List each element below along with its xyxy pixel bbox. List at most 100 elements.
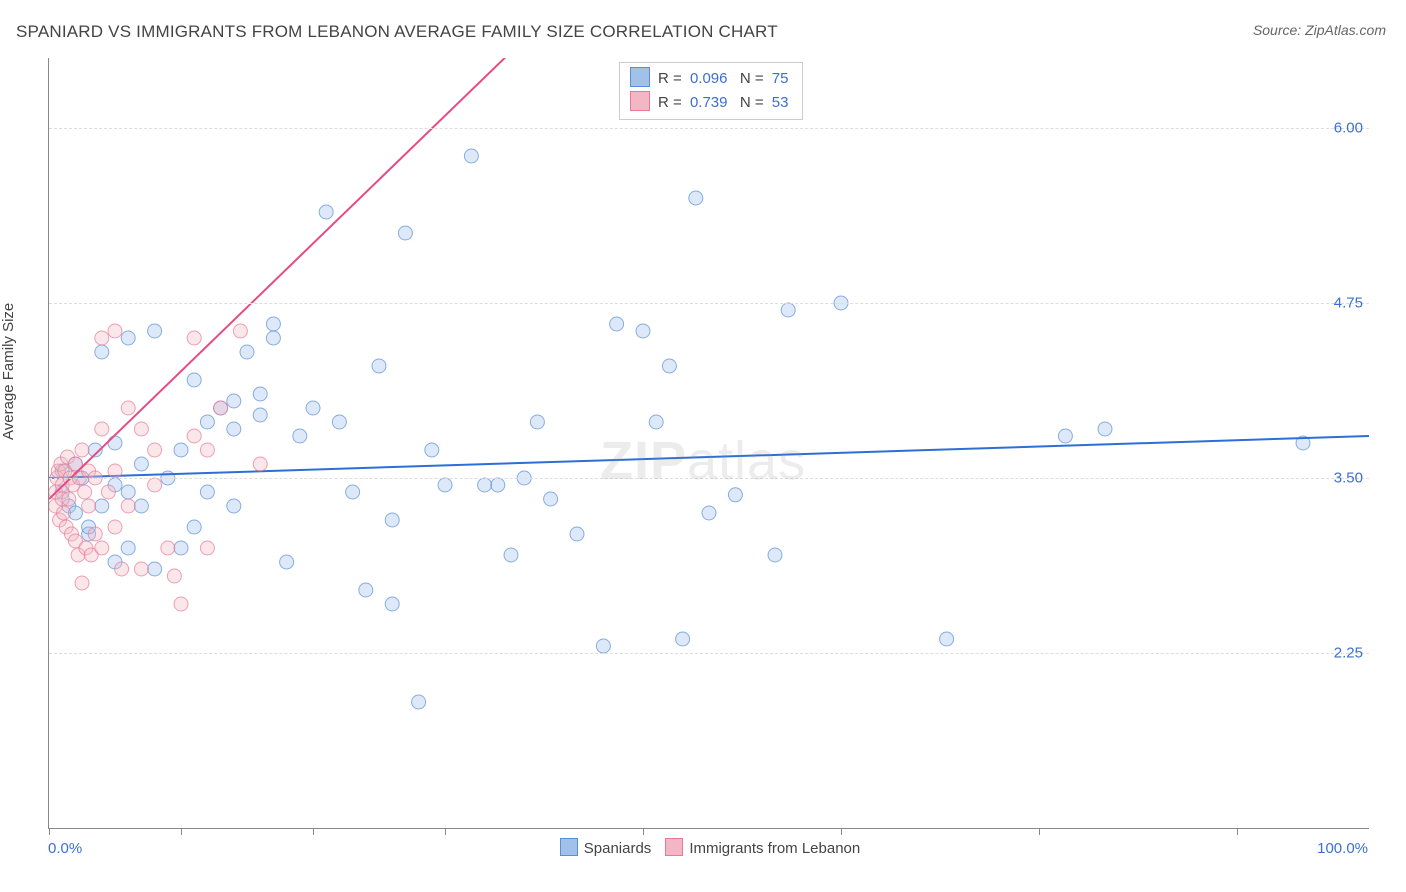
data-point (649, 415, 663, 429)
series-legend: Spaniards Immigrants from Lebanon (0, 838, 1406, 857)
legend-swatch (560, 838, 578, 856)
source-name: ZipAtlas.com (1305, 22, 1386, 38)
legend-n-value: 75 (772, 70, 789, 87)
data-point (148, 478, 162, 492)
data-point (253, 387, 267, 401)
data-point (62, 492, 76, 506)
legend-r-value: 0.739 (690, 94, 728, 111)
legend-row: R = 0.739 N = 53 (630, 91, 792, 115)
data-point (702, 506, 716, 520)
data-point (148, 443, 162, 457)
legend-n-value: 53 (772, 94, 789, 111)
data-point (200, 541, 214, 555)
chart-plot-area: R = 0.096 N = 75R = 0.739 N = 53 2.253.5… (48, 58, 1369, 829)
x-tick (181, 828, 182, 835)
data-point (227, 394, 241, 408)
data-point (134, 457, 148, 471)
x-tick (643, 828, 644, 835)
data-point (372, 359, 386, 373)
data-point (187, 331, 201, 345)
data-point (82, 499, 96, 513)
data-point (200, 443, 214, 457)
data-point (233, 324, 247, 338)
data-point (346, 485, 360, 499)
data-point (187, 373, 201, 387)
data-point (174, 443, 188, 457)
legend-n-label: N = (740, 70, 768, 87)
data-point (148, 562, 162, 576)
x-tick (49, 828, 50, 835)
source-attribution: Source: ZipAtlas.com (1253, 22, 1386, 38)
gridline (49, 653, 1369, 654)
data-point (108, 464, 122, 478)
data-point (108, 436, 122, 450)
data-point (253, 408, 267, 422)
data-point (95, 541, 109, 555)
legend-swatch (630, 67, 650, 87)
gridline (49, 303, 1369, 304)
data-point (385, 597, 399, 611)
data-point (306, 401, 320, 415)
gridline (49, 478, 1369, 479)
data-point (75, 576, 89, 590)
data-point (148, 324, 162, 338)
data-point (57, 506, 71, 520)
legend-series-label: Immigrants from Lebanon (689, 840, 860, 857)
data-point (134, 562, 148, 576)
legend-series-label: Spaniards (584, 840, 652, 857)
data-point (662, 359, 676, 373)
x-tick (445, 828, 446, 835)
data-point (940, 632, 954, 646)
data-point (214, 401, 228, 415)
data-point (95, 499, 109, 513)
y-tick-label: 3.50 (1334, 470, 1363, 487)
data-point (253, 457, 267, 471)
data-point (728, 488, 742, 502)
chart-title: SPANIARD VS IMMIGRANTS FROM LEBANON AVER… (16, 22, 778, 42)
x-tick (1237, 828, 1238, 835)
data-point (187, 429, 201, 443)
data-point (121, 499, 135, 513)
data-point (75, 443, 89, 457)
legend-row: R = 0.096 N = 75 (630, 67, 792, 91)
scatter-svg (49, 58, 1369, 828)
data-point (134, 499, 148, 513)
data-point (200, 415, 214, 429)
data-point (544, 492, 558, 506)
data-point (227, 422, 241, 436)
data-point (464, 149, 478, 163)
data-point (167, 569, 181, 583)
legend-swatch (665, 838, 683, 856)
trend-line (49, 58, 577, 499)
data-point (359, 583, 373, 597)
correlation-legend: R = 0.096 N = 75R = 0.739 N = 53 (619, 62, 803, 120)
legend-n-label: N = (740, 94, 768, 111)
data-point (95, 345, 109, 359)
data-point (161, 541, 175, 555)
trend-line (49, 436, 1369, 478)
data-point (101, 485, 115, 499)
data-point (412, 695, 426, 709)
data-point (504, 548, 518, 562)
legend-r-value: 0.096 (690, 70, 728, 87)
legend-r-label: R = (658, 94, 686, 111)
data-point (610, 317, 624, 331)
data-point (596, 639, 610, 653)
data-point (676, 632, 690, 646)
data-point (95, 422, 109, 436)
data-point (121, 485, 135, 499)
data-point (530, 415, 544, 429)
data-point (385, 513, 399, 527)
data-point (121, 331, 135, 345)
legend-r-label: R = (658, 70, 686, 87)
data-point (240, 345, 254, 359)
data-point (438, 478, 452, 492)
gridline (49, 128, 1369, 129)
data-point (108, 324, 122, 338)
data-point (332, 415, 346, 429)
source-prefix: Source: (1253, 22, 1305, 38)
data-point (689, 191, 703, 205)
data-point (781, 303, 795, 317)
data-point (121, 401, 135, 415)
x-tick (1039, 828, 1040, 835)
